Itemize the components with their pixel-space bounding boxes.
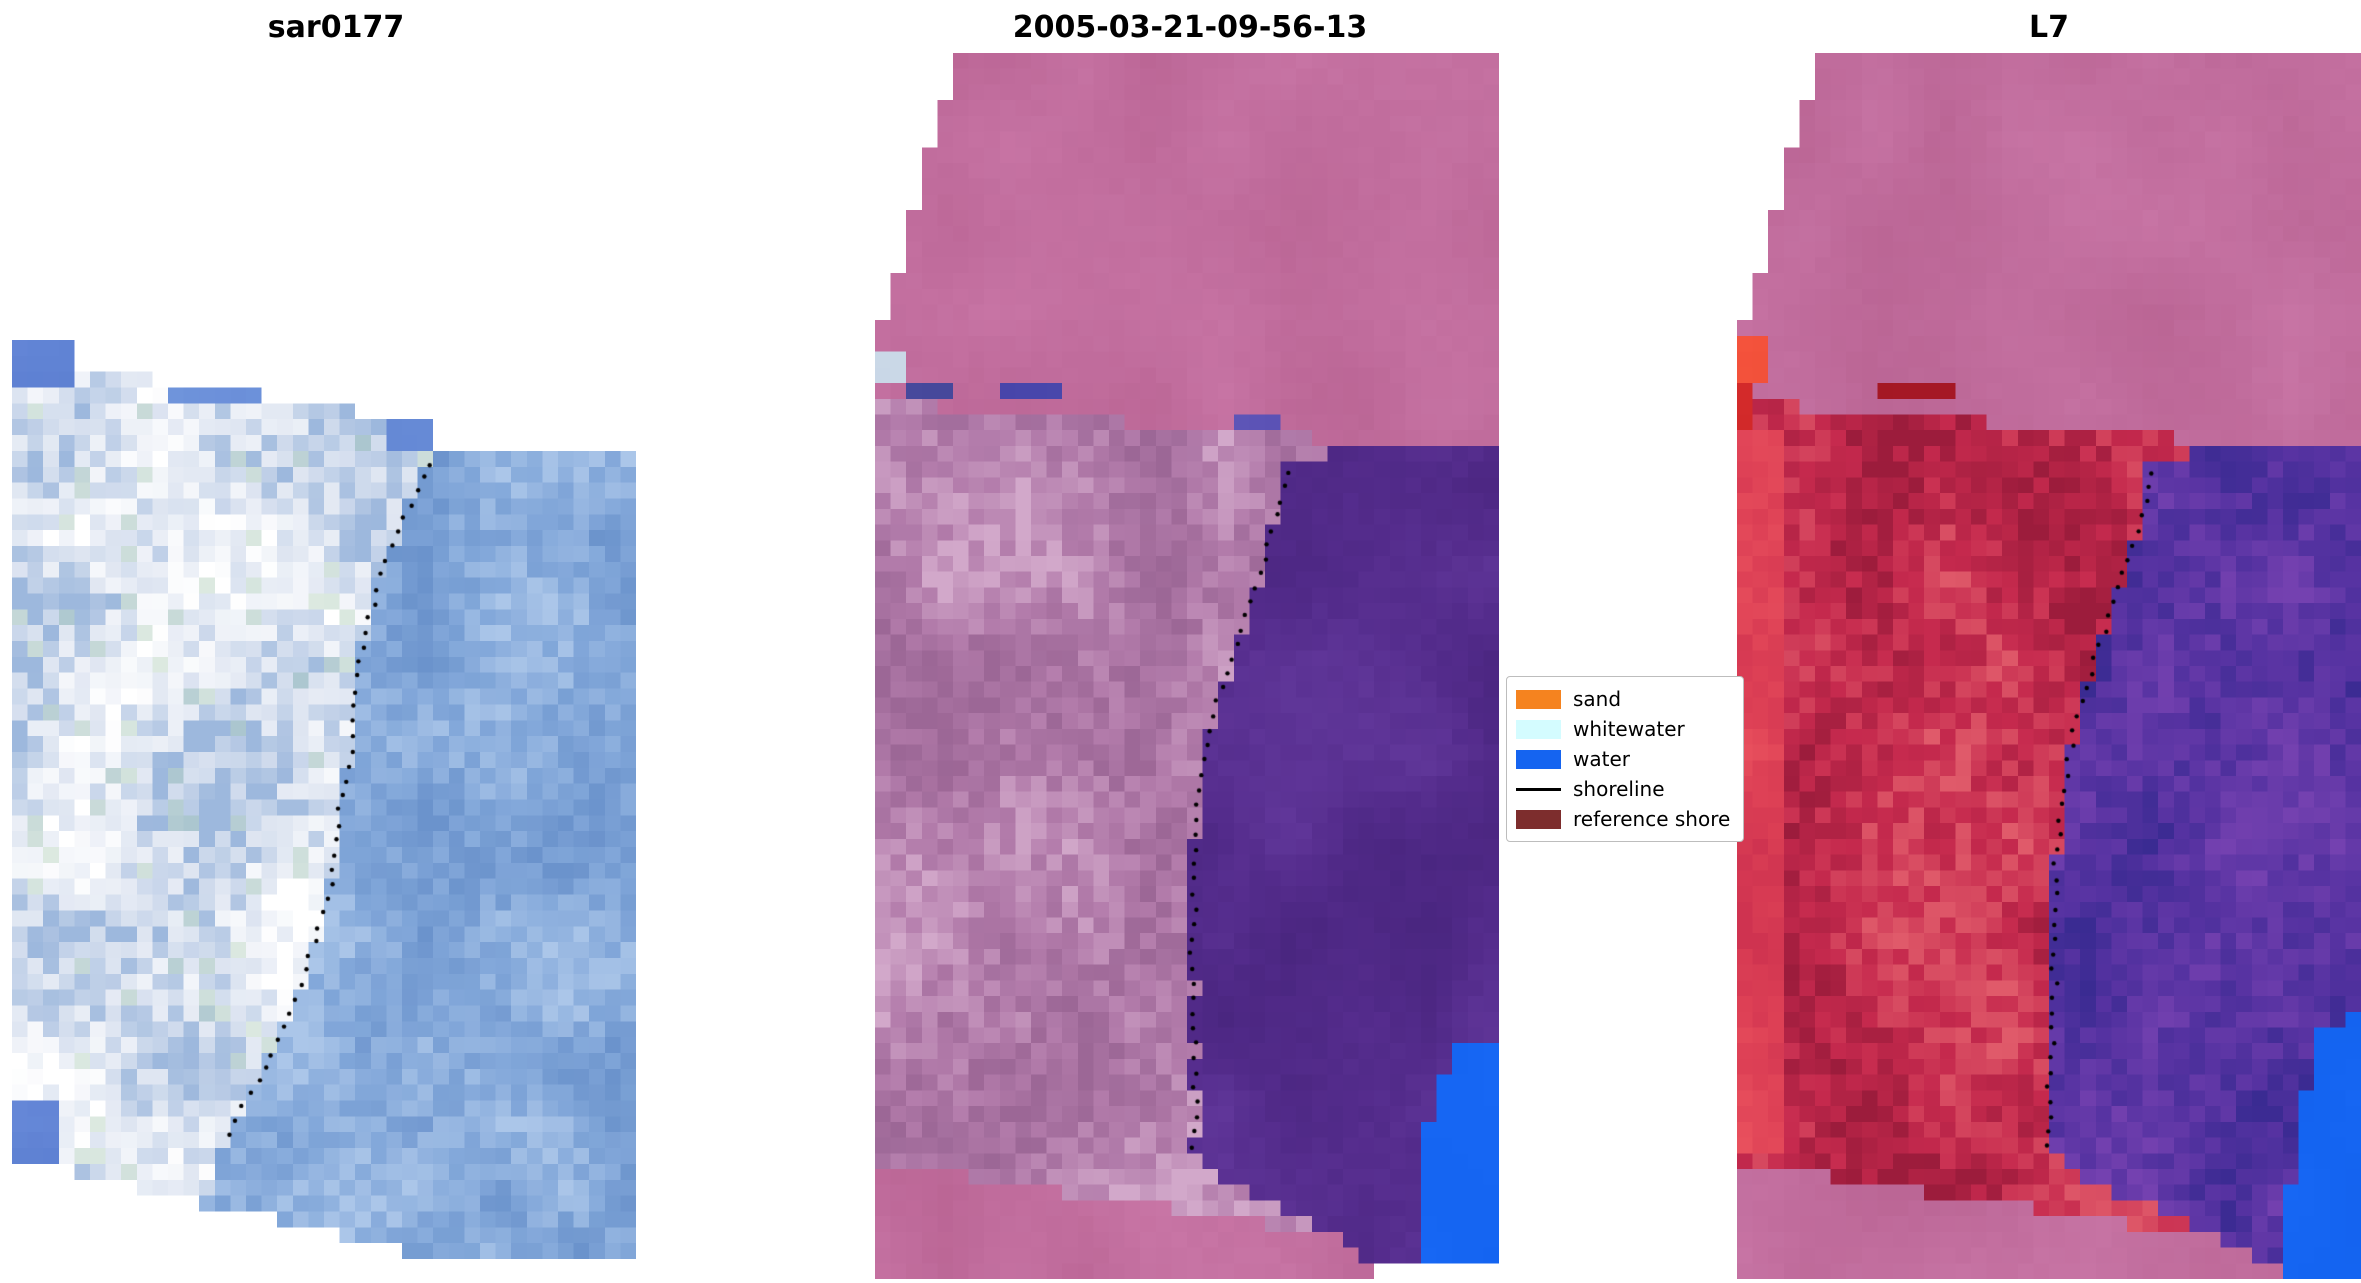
legend-label-whitewater: whitewater <box>1573 717 1685 741</box>
panel-l7-classified <box>1737 53 2361 1279</box>
panel-optical-classified <box>875 53 1499 1279</box>
water-swatch <box>1516 749 1561 769</box>
legend-item-whitewater: whitewater <box>1516 714 1734 744</box>
legend-item-shoreline: shoreline <box>1516 774 1734 804</box>
panel-title-sar0177: sar0177 <box>267 10 405 45</box>
legend-label-water: water <box>1573 747 1630 771</box>
legend-item-sand: sand <box>1516 684 1734 714</box>
whitewater-swatch <box>1516 719 1561 739</box>
panel-sar0177 <box>12 340 636 1259</box>
legend-item-water: water <box>1516 744 1734 774</box>
shoreline-dots-overlay <box>1737 53 2361 1279</box>
shoreline-line-swatch <box>1516 787 1561 791</box>
legend: sand whitewater water shoreline referenc… <box>1506 676 1744 842</box>
legend-label-shoreline: shoreline <box>1573 777 1665 801</box>
shoreline-dots-overlay <box>875 53 1499 1279</box>
shoreline-dots-overlay <box>12 340 636 1259</box>
reference-shore-swatch <box>1516 809 1561 829</box>
panel-title-l7: L7 <box>2029 10 2069 45</box>
sand-swatch <box>1516 689 1561 709</box>
legend-label-sand: sand <box>1573 687 1622 711</box>
panel-title-timestamp: 2005-03-21-09-56-13 <box>1012 10 1368 45</box>
legend-item-reference-shore: reference shore <box>1516 804 1734 834</box>
legend-label-reference-shore: reference shore <box>1573 807 1731 831</box>
